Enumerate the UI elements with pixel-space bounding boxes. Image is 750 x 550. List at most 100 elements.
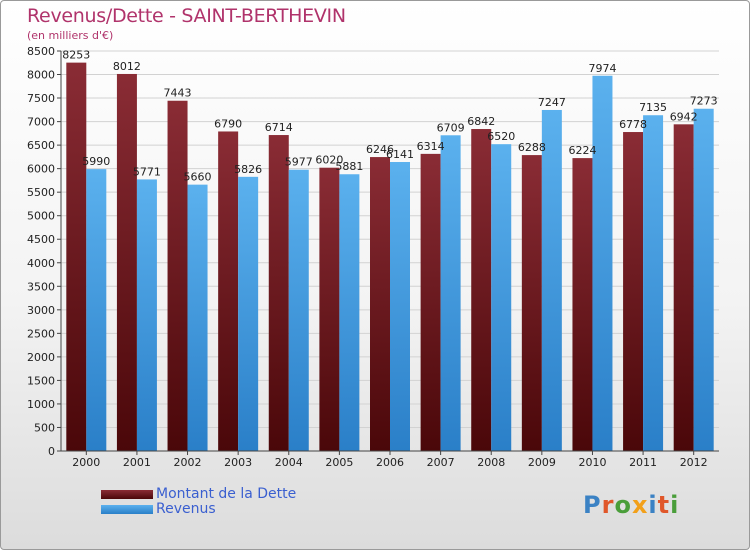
bar-debt-2001 [116,73,137,451]
y-tick-label: 2500 [27,327,55,340]
data-label-debt-2012: 6942 [670,110,698,123]
bar-debt-2004 [268,135,289,451]
y-tick-label: 4500 [27,233,55,246]
data-label-revenus-2000: 5990 [82,155,110,168]
data-label-revenus-2006: 6141 [386,148,414,161]
bar-debt-2000 [66,62,87,451]
legend-swatch-debt [101,490,153,499]
chart-title: Revenus/Dette - SAINT-BERTHEVIN [27,5,346,27]
data-label-debt-2004: 6714 [265,121,293,134]
y-tick-label: 2000 [27,351,55,364]
y-tick-label: 5500 [27,186,55,199]
y-tick-label: 5000 [27,210,55,223]
data-label-revenus-2002: 5660 [184,171,212,184]
x-tick-label: 2007 [427,456,455,469]
data-label-revenus-2012: 7273 [690,95,718,108]
data-label-revenus-2004: 5977 [285,156,313,169]
bar-revenus-2009 [541,109,562,451]
chart-subtitle: (en milliers d'€) [27,29,114,42]
data-label-debt-2011: 6778 [619,118,647,131]
y-tick-label: 7000 [27,116,55,129]
data-label-revenus-2010: 7974 [588,62,616,75]
data-label-revenus-2003: 5826 [234,163,262,176]
y-tick-label: 500 [34,421,55,434]
bar-debt-2006 [370,157,390,451]
x-tick-label: 2004 [275,456,303,469]
data-label-debt-2007: 6314 [417,140,445,153]
proxiti-logo: Proxiti [583,491,679,519]
data-label-debt-2006: 6246 [366,143,394,156]
data-label-revenus-2007: 6709 [437,121,465,134]
bar-revenus-2004 [288,169,309,451]
bar-debt-2012 [673,124,694,451]
x-tick-label: 2002 [174,456,202,469]
bar-debt-2003 [218,131,239,451]
bar-revenus-2008 [491,144,512,452]
bar-revenus-2012 [693,108,714,451]
x-tick-label: 2009 [528,456,556,469]
data-label-revenus-2001: 5771 [133,165,161,178]
bar-debt-2007 [420,153,441,451]
data-label-revenus-2009: 7247 [538,96,566,109]
y-tick-label: 3500 [27,280,55,293]
logo-letter: x [631,491,649,519]
data-label-revenus-2011: 7135 [639,101,667,114]
x-tick-label: 2005 [325,456,353,469]
x-tick-label: 2001 [123,456,151,469]
bar-revenus-2007 [440,135,461,451]
bar-debt-2010 [572,158,593,451]
data-label-debt-2010: 6224 [568,144,596,157]
x-tick-label: 2010 [578,456,606,469]
x-tick-label: 2008 [477,456,505,469]
bar-revenus-2002 [187,184,208,451]
logo-letter: i [648,491,658,519]
x-tick-label: 2011 [629,456,657,469]
data-label-revenus-2005: 5881 [335,160,363,173]
data-label-debt-2000: 8253 [62,49,90,62]
bar-revenus-2006 [390,162,410,451]
logo-letter: t [657,491,671,519]
x-tick-label: 2000 [72,456,100,469]
bar-debt-2011 [623,132,644,452]
data-labels: 8253 5990 8012 5771 7443 5660 6790 5826 6714 5977… [62,49,717,184]
axes: 0 500 1000 1500 2000 2500 3000 3500 4000 4500 5000… [27,45,719,469]
bar-revenus-2011 [643,115,664,451]
data-label-revenus-2008: 6520 [487,130,515,143]
logo-letter: i [670,491,680,519]
bar-revenus-2003 [238,176,259,451]
y-tick-label: 0 [48,445,55,458]
data-label-debt-2002: 7443 [164,87,192,100]
y-tick-label: 4000 [27,257,55,270]
logo-letter: P [583,491,602,519]
y-tick-label: 7500 [27,92,55,105]
bar-revenus-2005 [339,174,360,451]
y-tick-label: 6000 [27,163,55,176]
y-tick-label: 1500 [27,374,55,387]
x-tick-label: 2006 [376,456,404,469]
y-tick-label: 6500 [27,139,55,152]
bars [66,62,714,452]
data-label-debt-2001: 8012 [113,60,141,73]
data-label-debt-2003: 6790 [214,117,242,130]
x-tick-label: 2003 [224,456,252,469]
bar-debt-2002 [167,100,188,451]
logo-letter: o [614,491,632,519]
y-tick-label: 1000 [27,398,55,411]
bar-debt-2005 [319,167,340,452]
legend-swatch-revenus [101,505,153,514]
y-tick-label: 3000 [27,304,55,317]
y-tick-label: 8000 [27,69,55,82]
data-label-debt-2008: 6842 [467,115,495,128]
bar-revenus-2010 [592,75,613,452]
legend-label-debt: Montant de la Dette [156,486,297,502]
data-label-debt-2009: 6288 [518,141,546,154]
bar-debt-2009 [521,155,542,451]
bar-debt-2008 [471,129,492,451]
bar-revenus-2001 [136,179,157,451]
legend-label-revenus: Revenus [156,501,216,517]
x-tick-label: 2012 [680,456,708,469]
bar-revenus-2000 [86,169,107,451]
logo-letter: r [601,491,615,519]
